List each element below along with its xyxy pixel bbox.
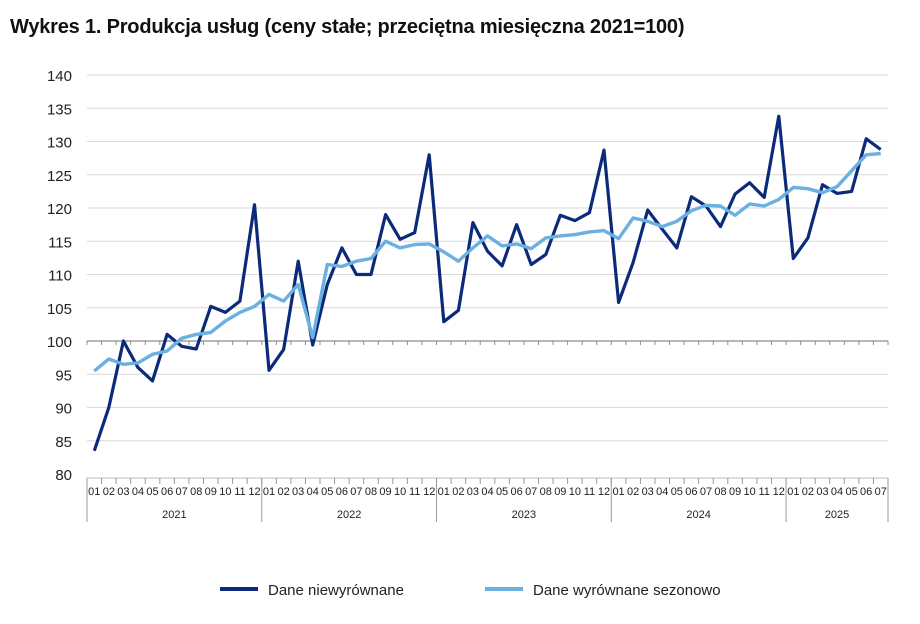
month-label: 01 (438, 486, 450, 498)
month-label: 05 (845, 486, 857, 498)
month-label: 11 (234, 486, 245, 498)
month-label: 09 (379, 486, 391, 498)
series-line-seasonal (93, 151, 881, 373)
month-label: 02 (452, 486, 464, 498)
month-label: 06 (685, 486, 697, 498)
month-label: 06 (336, 486, 348, 498)
y-tick-label: 135 (47, 101, 72, 118)
year-label: 2025 (825, 509, 849, 521)
legend-label: Dane wyrównane sezonowo (533, 582, 721, 599)
month-label: 12 (423, 486, 435, 498)
month-label: 07 (525, 486, 537, 498)
month-label: 10 (394, 486, 406, 498)
y-tick-label: 115 (48, 234, 72, 251)
month-label: 08 (714, 486, 726, 498)
month-label: 01 (263, 486, 275, 498)
y-tick-label: 105 (47, 301, 72, 318)
month-label: 04 (481, 486, 493, 498)
legend-label: Dane niewyrównane (268, 582, 404, 599)
month-label: 12 (248, 486, 260, 498)
month-label: 06 (511, 486, 523, 498)
y-tick-label: 110 (48, 268, 72, 285)
month-label: 07 (176, 486, 188, 498)
series-line-raw (92, 114, 882, 452)
month-label: 04 (831, 486, 843, 498)
y-tick-label: 120 (47, 201, 72, 218)
month-label: 08 (540, 486, 552, 498)
month-label: 03 (816, 486, 828, 498)
month-label: 09 (554, 486, 566, 498)
month-label: 01 (612, 486, 624, 498)
month-label: 04 (132, 486, 144, 498)
y-tick-label: 125 (47, 168, 72, 185)
month-label: 02 (277, 486, 289, 498)
month-label: 02 (627, 486, 639, 498)
month-label: 05 (146, 486, 158, 498)
month-label: 11 (758, 486, 769, 498)
month-label: 03 (642, 486, 654, 498)
chart-title: Wykres 1. Produkcja usług (ceny stałe; p… (10, 16, 685, 38)
month-label: 10 (569, 486, 581, 498)
year-label: 2021 (162, 509, 186, 521)
year-label: 2024 (686, 509, 710, 521)
month-label: 07 (350, 486, 362, 498)
month-label: 03 (292, 486, 304, 498)
month-label: 03 (467, 486, 479, 498)
y-tick-label: 85 (55, 434, 72, 451)
month-label: 07 (700, 486, 712, 498)
month-label: 09 (729, 486, 741, 498)
month-label: 08 (365, 486, 377, 498)
y-tick-label: 140 (47, 68, 72, 85)
y-tick-label: 90 (55, 401, 72, 418)
month-label: 12 (598, 486, 610, 498)
year-label: 2023 (512, 509, 536, 521)
month-label: 10 (744, 486, 756, 498)
month-label: 11 (584, 486, 595, 498)
month-label: 06 (860, 486, 872, 498)
y-tick-label: 100 (47, 334, 72, 351)
month-label: 07 (875, 486, 887, 498)
month-label: 01 (88, 486, 100, 498)
y-tick-label: 95 (55, 367, 72, 384)
month-label: 04 (307, 486, 319, 498)
month-label: 04 (656, 486, 668, 498)
month-label: 02 (103, 486, 115, 498)
month-label: 05 (496, 486, 508, 498)
month-label: 06 (161, 486, 173, 498)
month-label: 12 (773, 486, 785, 498)
month-label: 01 (787, 486, 799, 498)
month-label: 05 (321, 486, 333, 498)
month-label: 03 (117, 486, 129, 498)
month-label: 05 (671, 486, 683, 498)
month-label: 02 (802, 486, 814, 498)
y-tick-label: 130 (47, 135, 72, 152)
month-label: 11 (409, 486, 420, 498)
year-label: 2022 (337, 509, 361, 521)
month-label: 09 (205, 486, 217, 498)
month-label: 10 (219, 486, 231, 498)
y-tick-label: 80 (55, 467, 72, 484)
month-label: 08 (190, 486, 202, 498)
